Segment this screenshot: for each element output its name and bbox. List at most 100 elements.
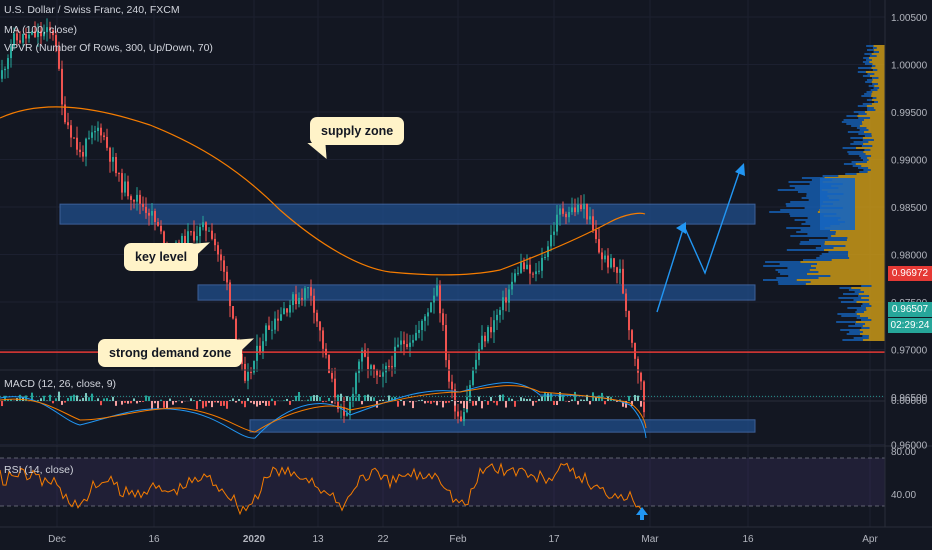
vpvr-bar-up: [860, 289, 885, 291]
ma-indicator-label[interactable]: MA (100, close): [4, 24, 77, 36]
vpvr-value-area: [820, 178, 855, 230]
vpvr-bar-up: [869, 75, 885, 77]
vpvr-bar-down: [859, 129, 869, 131]
time-tick-label: Apr: [862, 534, 878, 545]
candle-body: [535, 271, 537, 275]
rsi-label[interactable]: RSI (14, close): [4, 464, 74, 476]
vpvr-bar-up: [827, 191, 885, 193]
vpvr-bar-up: [843, 193, 885, 195]
macd-histogram-bar: [430, 401, 432, 404]
macd-histogram-bar: [601, 392, 603, 401]
macd-histogram-bar: [340, 393, 342, 401]
vpvr-bar-down: [807, 233, 836, 235]
macd-histogram-bar: [127, 401, 129, 404]
macd-histogram-bar: [64, 401, 66, 403]
vpvr-bar-down: [821, 253, 848, 255]
macd-histogram-bar: [199, 399, 201, 401]
vpvr-bar-down: [847, 307, 866, 309]
macd-histogram-bar: [181, 401, 183, 404]
candle-body: [523, 262, 525, 270]
current-price-tag: 0.96507: [888, 302, 932, 317]
vpvr-bar-up: [871, 103, 885, 105]
candle-body: [103, 135, 105, 137]
macd-label[interactable]: MACD (12, 26, close, 9): [4, 378, 117, 390]
macd-histogram-bar: [226, 401, 228, 409]
candle-body: [73, 137, 75, 139]
vpvr-bar-up: [871, 285, 885, 287]
vpvr-bar-up: [842, 183, 885, 185]
vpvr-bar-down: [801, 177, 825, 179]
vpvr-indicator-label[interactable]: VPVR (Number Of Rows, 300, Up/Down, 70): [4, 42, 213, 54]
candle-body: [91, 132, 93, 138]
candle-body: [481, 335, 483, 350]
time-tick-label: Mar: [641, 534, 659, 545]
macd-histogram-bar: [163, 401, 165, 408]
vpvr-bar-down: [827, 237, 848, 239]
macd-histogram-bar: [634, 394, 636, 401]
candle-body: [460, 416, 462, 422]
macd-histogram-bar: [484, 400, 486, 401]
candle-body: [214, 238, 216, 246]
vpvr-bar-down: [866, 91, 873, 93]
vpvr-bar-up: [851, 287, 885, 289]
candle-body: [298, 297, 300, 305]
vpvr-bar-down: [855, 311, 864, 313]
candle-body: [232, 306, 234, 319]
vpvr-bar-up: [876, 97, 885, 99]
candle-body: [580, 204, 582, 210]
macd-histogram-bar: [622, 401, 624, 407]
candle-body: [112, 157, 114, 162]
candle-body: [640, 372, 642, 382]
macd-histogram-bar: [544, 391, 546, 401]
vpvr-bar-down: [800, 241, 825, 243]
vpvr-bar-down: [858, 295, 870, 297]
symbol-title[interactable]: U.S. Dollar / Swiss Franc, 240, FXCM: [4, 4, 180, 16]
vpvr-bar-up: [877, 69, 885, 71]
candle-body: [55, 35, 57, 47]
vpvr-bar-down: [856, 309, 867, 311]
price-tick-label: 1.00000: [891, 61, 928, 72]
candle-body: [451, 381, 453, 390]
vpvr-bar-up: [847, 237, 885, 239]
vpvr-bar-up: [837, 219, 885, 221]
candle-body: [265, 325, 267, 342]
vpvr-bar-up: [879, 87, 885, 89]
vpvr-bar-down: [777, 281, 811, 283]
candle-body: [331, 373, 333, 379]
macd-histogram-bar: [577, 401, 579, 405]
vpvr-bar-down: [786, 227, 825, 229]
rsi-arrow-icon: [636, 507, 648, 515]
candle-body: [319, 321, 321, 331]
candle-body: [208, 230, 210, 232]
candle-body: [61, 68, 63, 105]
vpvr-bar-up: [870, 149, 885, 151]
macd-histogram-bar: [604, 401, 606, 405]
candle-body: [118, 173, 120, 175]
vpvr-bar-down: [839, 287, 852, 289]
vpvr-bar-up: [876, 55, 885, 57]
macd-histogram-bar: [40, 398, 42, 401]
vpvr-bar-down: [860, 157, 868, 159]
candle-body: [346, 412, 348, 416]
candle-body: [322, 330, 324, 349]
macd-histogram-bar: [247, 398, 249, 401]
candle-body: [253, 360, 255, 373]
macd-histogram-bar: [514, 401, 516, 407]
macd-histogram-bar: [307, 399, 309, 401]
vpvr-bar-up: [871, 95, 885, 97]
vpvr-bar-down: [872, 69, 878, 71]
candle-body: [562, 208, 564, 214]
vpvr-bar-down: [858, 133, 872, 135]
macd-histogram-bar: [625, 401, 627, 408]
candle-body: [487, 327, 489, 342]
vpvr-bar-down: [872, 47, 877, 49]
vpvr-bar-down: [841, 121, 862, 123]
vpvr-bar-up: [832, 179, 885, 181]
vpvr-bar-up: [871, 93, 885, 95]
vpvr-bar-up: [876, 47, 885, 49]
macd-histogram-bar: [469, 399, 471, 401]
vpvr-bar-down: [871, 77, 879, 79]
macd-histogram-bar: [472, 401, 474, 406]
candle-body: [247, 372, 249, 381]
